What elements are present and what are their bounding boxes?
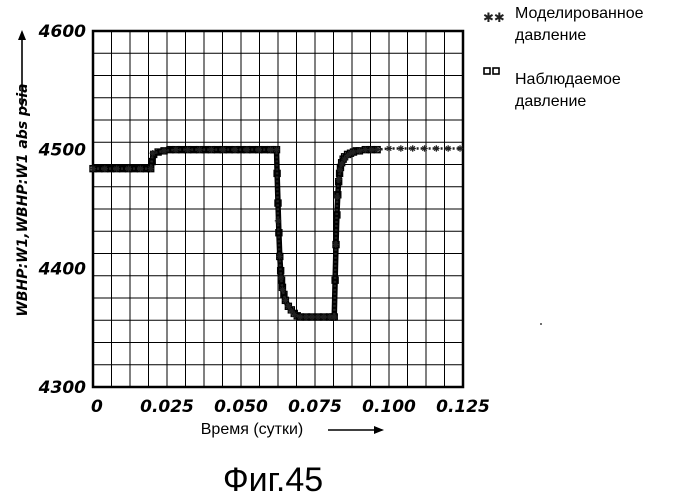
legend-item-simulated: ✱✱ Моделированное давление — [483, 5, 644, 44]
x-tick-label: 0.125 — [436, 397, 490, 417]
simulated-point — [161, 148, 167, 154]
simulated-point — [220, 146, 226, 152]
observed-line — [93, 150, 377, 317]
tick-labels: 4300 4400 4500 4600 0 0.025 0.050 0.075 0.100 0.1… — [38, 22, 490, 417]
simulated-point — [244, 146, 250, 152]
simulated-point — [398, 145, 404, 151]
simulated-point — [196, 146, 202, 152]
simulated-point — [256, 146, 262, 152]
simulated-point — [335, 176, 341, 182]
simulated-point — [273, 146, 279, 152]
simulated-point — [421, 145, 427, 151]
simulated-point — [282, 297, 288, 303]
y-tick-label: 4300 — [38, 378, 86, 398]
simulated-point — [362, 146, 368, 152]
legend-label-observed-2: давление — [515, 93, 586, 110]
y-tick-label: 4400 — [38, 259, 86, 279]
simulated-point — [445, 145, 451, 151]
legend-item-observed: Наблюдаемое давление — [484, 68, 621, 110]
figure-caption: Фиг.45 — [223, 461, 323, 499]
scan-speck — [540, 323, 542, 325]
x-tick-label: 0.025 — [140, 397, 194, 417]
simulated-point — [368, 146, 374, 152]
simulated-point — [386, 145, 392, 151]
legend-symbol-square-1 — [484, 68, 490, 74]
x-tick-label: 0.050 — [214, 397, 268, 417]
x-tick-label: 0.075 — [288, 397, 342, 417]
simulated-point — [356, 148, 362, 154]
simulated-point — [185, 146, 191, 152]
simulated-point — [433, 145, 439, 151]
y-axis-title: WBHP:W1,WBHP:W1 abs psia — [15, 83, 31, 316]
simulated-point — [409, 145, 415, 151]
y-axis-arrow-head — [18, 30, 26, 40]
x-tick-label: 0 — [91, 397, 103, 417]
simulated-point — [338, 161, 344, 167]
legend-label-observed-1: Наблюдаемое — [515, 71, 621, 88]
x-tick-label: 0.100 — [362, 397, 416, 417]
simulated-point — [173, 146, 179, 152]
y-axis-title-group: WBHP:W1,WBHP:W1 abs psia — [15, 30, 31, 317]
simulated-point — [148, 165, 154, 171]
legend-symbol-star: ✱✱ — [483, 11, 505, 26]
simulated-point — [208, 146, 214, 152]
x-axis-title: Время (сутки) — [201, 421, 304, 438]
simulated-point — [267, 146, 273, 152]
y-tick-label: 4500 — [38, 141, 86, 161]
x-axis-arrow-head — [374, 426, 384, 434]
simulated-point — [278, 275, 284, 281]
simulated-point — [232, 146, 238, 152]
y-tick-label: 4600 — [38, 22, 86, 42]
legend-symbol-square-2 — [493, 68, 499, 74]
legend-label-simulated-2: давление — [515, 27, 586, 44]
legend: ✱✱ Моделированное давление Наблюдаемое д… — [483, 5, 644, 110]
legend-label-simulated-1: Моделированное — [515, 5, 644, 22]
simulated-point — [350, 149, 356, 155]
simulated-point — [334, 194, 340, 200]
